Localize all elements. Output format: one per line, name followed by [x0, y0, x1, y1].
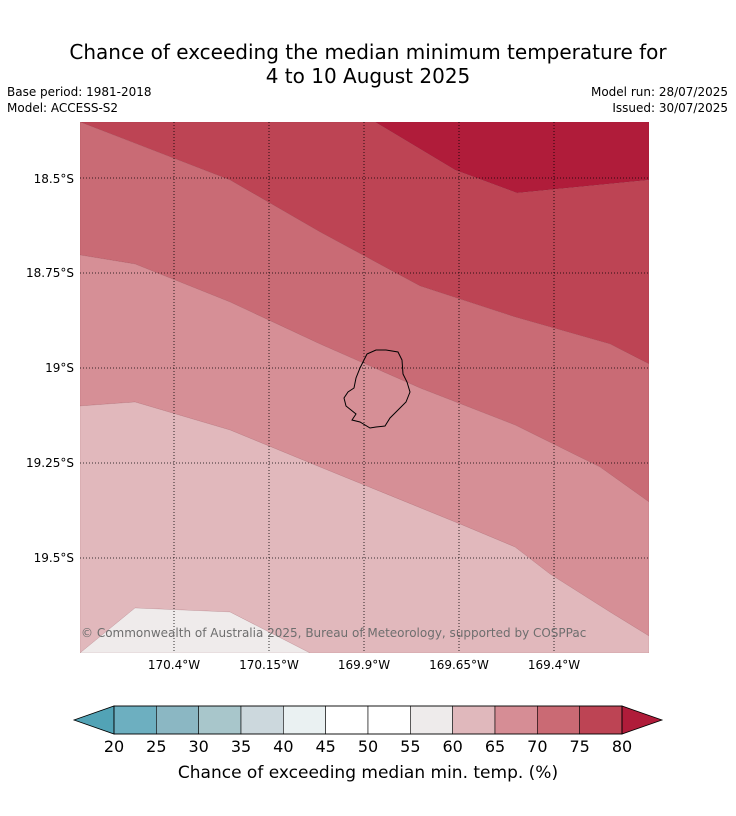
colorbar-tick-label: 65 — [484, 737, 506, 756]
chart-title-line-1: Chance of exceeding the median minimum t… — [69, 40, 667, 64]
lon-label-169-4: 169.4°W — [527, 658, 581, 672]
colorbar-segment-45-50 — [325, 705, 369, 735]
colorbar-tick-label: 70 — [527, 737, 548, 756]
lat-label-19-5: 19.5°S — [33, 551, 74, 565]
colorbar-tick-label: 35 — [230, 737, 252, 756]
colorbar-segment-60-65 — [452, 705, 496, 735]
base-period-label: Base period: 1981-2018 — [7, 85, 152, 99]
colorbar-label: Chance of exceeding median min. temp. (%… — [177, 763, 559, 783]
colorbar-tick-label: 20 — [103, 737, 125, 756]
lon-label-169-9: 169.9°W — [337, 658, 391, 672]
colorbar-segment-55-60 — [410, 705, 453, 735]
colorbar-tick-label: 45 — [315, 737, 336, 756]
colorbar-tick-label: 50 — [357, 737, 379, 756]
lat-label-19-25: 19.25°S — [26, 456, 74, 470]
probability-map — [80, 122, 649, 653]
lon-label-170-4: 170.4°W — [147, 658, 201, 672]
colorbar-outline — [113, 705, 623, 735]
colorbar-segment-70-75 — [537, 705, 580, 735]
colorbar-segment-50-55 — [367, 705, 411, 735]
colorbar-extend-high — [621, 705, 664, 735]
model-run-label: Model run: 28/07/2025 — [590, 85, 728, 99]
colorbar — [72, 705, 664, 735]
lon-label-169-65: 169.65°W — [429, 658, 489, 672]
lon-label-170-15: 170.15°W — [239, 658, 299, 672]
lat-label-18-5: 18.5°S — [33, 172, 74, 186]
colorbar-segment-25-30 — [156, 705, 199, 735]
lat-label-19: 19°S — [45, 361, 74, 375]
colorbar-tick-label: 80 — [611, 737, 633, 756]
colorbar-segment-40-45 — [283, 705, 326, 735]
chart-title-line-2: 4 to 10 August 2025 — [265, 64, 471, 88]
colorbar-segment-35-40 — [240, 705, 284, 735]
colorbar-segment-65-70 — [494, 705, 538, 735]
colorbar-tick-label: 75 — [569, 737, 590, 756]
lat-label-18-75: 18.75°S — [26, 266, 74, 280]
model-label: Model: ACCESS-S2 — [7, 101, 119, 115]
colorbar-tick-label: 55 — [400, 737, 421, 756]
colorbar-tick-label: 30 — [188, 737, 209, 756]
island-coastline — [343, 349, 411, 429]
colorbar-segment-75-80 — [579, 705, 623, 735]
colorbar-tick-label: 60 — [442, 737, 463, 756]
colorbar-segment-20-25 — [113, 705, 157, 735]
copyright-notice: © Commonwealth of Australia 2025, Bureau… — [81, 626, 587, 640]
band-55-60 — [80, 607, 311, 653]
issued-label: Issued: 30/07/2025 — [612, 101, 728, 115]
graticule — [80, 122, 649, 653]
colorbar-segment-30-35 — [198, 705, 242, 735]
colorbar-extend-low — [72, 705, 115, 735]
colorbar-tick-label: 25 — [146, 737, 167, 756]
colorbar-tick-label: 40 — [273, 737, 294, 756]
